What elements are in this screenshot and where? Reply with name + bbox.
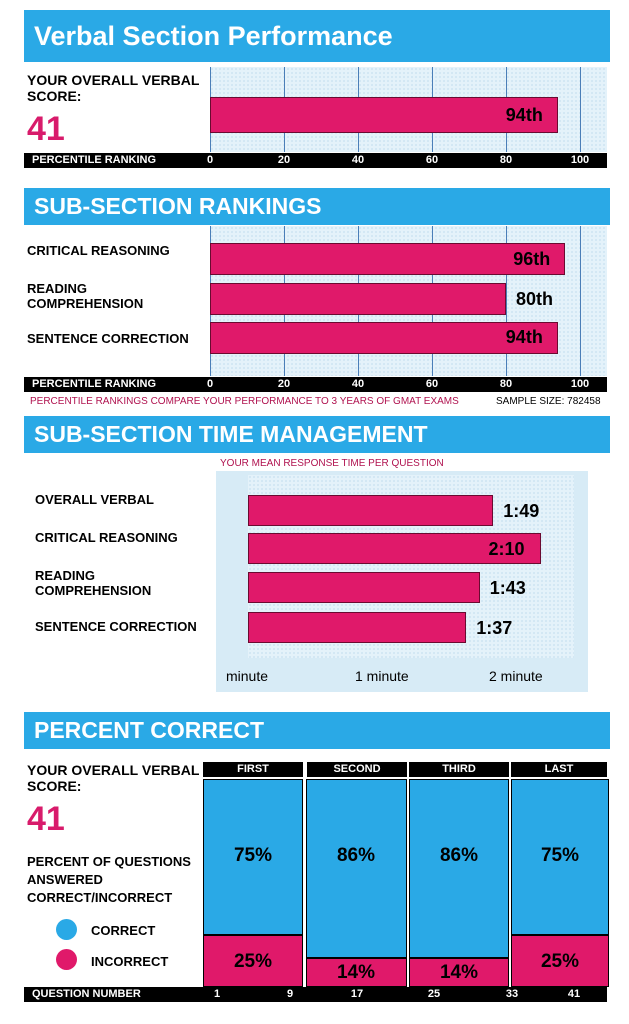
col-first-incorrect bbox=[203, 935, 303, 987]
section3-plot-area: 1:49 2:10 1:43 1:37 minute 1 minute 2 mi… bbox=[216, 471, 588, 692]
col-third-incorrect bbox=[409, 957, 509, 987]
col-last-correct bbox=[511, 779, 609, 935]
col-second-incorrect bbox=[306, 957, 407, 987]
col-second-correct-label: 86% bbox=[336, 845, 376, 866]
question-number-label: QUESTION NUMBER bbox=[32, 988, 141, 1000]
section3-x-label-minute: minute bbox=[226, 668, 269, 684]
col-third-correct bbox=[409, 779, 509, 958]
col-first-correct-label: 75% bbox=[233, 845, 273, 866]
section2-bar-critical-reasoning bbox=[210, 243, 566, 275]
section2-title-banner: SUB-SECTION RANKINGS bbox=[24, 188, 610, 225]
section3-bar-label-overall-verbal: 1:49 bbox=[503, 501, 540, 521]
legend-correct-dot bbox=[56, 919, 77, 940]
section1-tick-40: 40 bbox=[351, 154, 365, 166]
section2-axis-label: PERCENTILE RANKING bbox=[32, 378, 157, 390]
section3-bar-label-sentence-correction: 1:37 bbox=[476, 618, 513, 638]
section1-bar-overall bbox=[210, 97, 558, 133]
col-third-incorrect-label: 14% bbox=[439, 962, 479, 984]
legend-incorrect-dot bbox=[56, 949, 77, 970]
section2-row-label-sentence-correction: SENTENCE CORRECTION bbox=[27, 331, 189, 346]
question-tick-9: 9 bbox=[286, 988, 294, 1000]
section1-tick-0: 0 bbox=[206, 154, 214, 166]
section1-score: 41 bbox=[27, 110, 65, 148]
question-tick-33: 33 bbox=[505, 988, 519, 1000]
section2-row-label-reading-comprehension: READING COMPREHENSION bbox=[27, 281, 144, 311]
section3-row-label-overall-verbal: OVERALL VERBAL bbox=[35, 492, 154, 507]
section3-bar-sentence-correction bbox=[248, 612, 467, 643]
section1-tick-20: 20 bbox=[277, 154, 291, 166]
section3-title-banner: SUB-SECTION TIME MANAGEMENT bbox=[24, 416, 610, 453]
section3-title: SUB-SECTION TIME MANAGEMENT bbox=[34, 421, 428, 447]
question-tick-1: 1 bbox=[213, 988, 221, 1000]
section2-bar-label-critical-reasoning: 96th bbox=[513, 249, 551, 269]
legend-incorrect-label: INCORRECT bbox=[91, 954, 169, 969]
section1-title-banner: Verbal Section Performance bbox=[24, 10, 610, 62]
col-header-third: THIRD bbox=[409, 762, 509, 777]
section3-bar-critical-reasoning bbox=[248, 533, 541, 564]
section4-description: PERCENT OF QUESTIONS ANSWERED CORRECT/IN… bbox=[27, 854, 191, 905]
section2-tick-0: 0 bbox=[206, 378, 214, 390]
section1-axis-label: PERCENTILE RANKING bbox=[32, 154, 157, 166]
section2-tick-40: 40 bbox=[351, 378, 365, 390]
section1-score-label: YOUR OVERALL VERBAL SCORE: bbox=[27, 72, 200, 104]
section2-title: SUB-SECTION RANKINGS bbox=[34, 193, 322, 219]
section1-title: Verbal Section Performance bbox=[34, 21, 393, 51]
section2-plot-area: 96th 80th 94th bbox=[210, 226, 607, 376]
section2-tick-60: 60 bbox=[425, 378, 439, 390]
section3-row-label-reading-comprehension: READING COMPREHENSION bbox=[35, 568, 152, 598]
gridline-80 bbox=[506, 226, 507, 376]
question-tick-17: 17 bbox=[350, 988, 364, 1000]
section1-plot-area: 94th bbox=[210, 67, 607, 152]
section3-bar-overall-verbal bbox=[248, 495, 494, 526]
section4-title: PERCENT CORRECT bbox=[34, 717, 265, 743]
section3-bar-label-critical-reasoning: 2:10 bbox=[488, 539, 525, 559]
section2-axis-bar: PERCENTILE RANKING 0 20 40 60 80 100 bbox=[24, 377, 607, 392]
section2-bar-label-sentence-correction: 94th bbox=[505, 327, 543, 347]
section2-bar-label-reading-comprehension: 80th bbox=[516, 289, 554, 309]
section3-row-label-sentence-correction: SENTENCE CORRECTION bbox=[35, 619, 197, 634]
section2-tick-80: 80 bbox=[499, 378, 513, 390]
question-tick-25: 25 bbox=[427, 988, 441, 1000]
section3-row-label-critical-reasoning: CRITICAL REASONING bbox=[35, 530, 178, 545]
section1-tick-100: 100 bbox=[570, 154, 590, 166]
gridline-100 bbox=[580, 67, 581, 152]
section4-score-label: YOUR OVERALL VERBAL SCORE: bbox=[27, 762, 200, 794]
col-second-correct bbox=[306, 779, 407, 958]
col-last-incorrect bbox=[511, 935, 609, 987]
col-header-first: FIRST bbox=[203, 762, 303, 777]
col-second-incorrect-label: 14% bbox=[336, 962, 376, 984]
section2-footnote: PERCENTILE RANKINGS COMPARE YOUR PERFORM… bbox=[30, 396, 459, 407]
section1-tick-80: 80 bbox=[499, 154, 513, 166]
section3-x-label-2-minute: 2 minute bbox=[489, 668, 543, 684]
section2-tick-20: 20 bbox=[277, 378, 291, 390]
section2-bar-reading-comprehension bbox=[210, 283, 506, 315]
section4-title-banner: PERCENT CORRECT bbox=[24, 712, 610, 749]
section3-x-label-1-minute: 1 minute bbox=[355, 668, 409, 684]
section2-bar-sentence-correction bbox=[210, 322, 558, 354]
question-number-axis-bar: QUESTION NUMBER 1 9 17 25 33 41 bbox=[24, 987, 607, 1002]
question-tick-41: 41 bbox=[567, 988, 581, 1000]
section3-bar-reading-comprehension bbox=[248, 572, 480, 603]
col-last-incorrect-label: 25% bbox=[540, 951, 580, 972]
col-third-correct-label: 86% bbox=[439, 845, 479, 866]
section3-bar-label-reading-comprehension: 1:43 bbox=[489, 578, 526, 598]
section1-axis-bar: PERCENTILE RANKING 0 20 40 60 80 100 bbox=[24, 153, 607, 168]
col-first-incorrect-label: 25% bbox=[233, 951, 273, 972]
col-last-correct-label: 75% bbox=[540, 845, 580, 866]
col-header-last: LAST bbox=[511, 762, 607, 777]
section1-bar-label: 94th bbox=[505, 105, 543, 125]
section4-score: 41 bbox=[27, 800, 65, 838]
legend-correct-label: CORRECT bbox=[91, 923, 156, 938]
col-header-second: SECOND bbox=[307, 762, 407, 777]
col-first-correct bbox=[203, 779, 303, 935]
section3-subtitle: YOUR MEAN RESPONSE TIME PER QUESTION bbox=[220, 458, 444, 469]
section2-tick-100: 100 bbox=[570, 378, 590, 390]
section1-tick-60: 60 bbox=[425, 154, 439, 166]
section2-row-label-critical-reasoning: CRITICAL REASONING bbox=[27, 243, 170, 258]
section2-sample-size: SAMPLE SIZE: 782458 bbox=[496, 396, 601, 407]
section3-inner-area: 1:49 2:10 1:43 1:37 bbox=[248, 475, 574, 658]
gridline-100 bbox=[580, 226, 581, 376]
